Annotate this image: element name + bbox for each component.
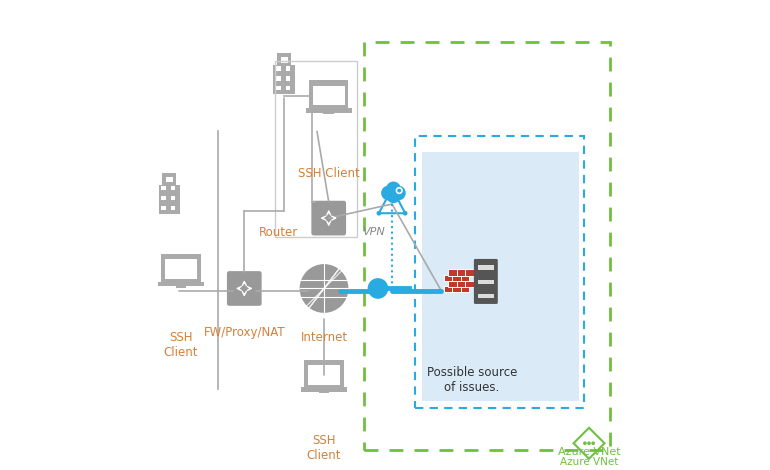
FancyBboxPatch shape	[171, 196, 176, 200]
FancyBboxPatch shape	[158, 282, 204, 286]
Text: Possible source
of issues.: Possible source of issues.	[427, 366, 517, 394]
FancyBboxPatch shape	[444, 275, 453, 281]
FancyBboxPatch shape	[176, 285, 186, 288]
FancyBboxPatch shape	[422, 152, 579, 401]
FancyBboxPatch shape	[477, 266, 494, 270]
FancyBboxPatch shape	[465, 281, 474, 287]
FancyBboxPatch shape	[286, 86, 290, 90]
Text: SSH Client: SSH Client	[298, 166, 360, 180]
FancyBboxPatch shape	[161, 205, 166, 210]
FancyBboxPatch shape	[227, 271, 262, 306]
FancyBboxPatch shape	[457, 281, 466, 287]
FancyBboxPatch shape	[161, 196, 166, 200]
FancyBboxPatch shape	[273, 65, 295, 94]
FancyBboxPatch shape	[311, 201, 346, 235]
Circle shape	[397, 188, 401, 193]
FancyBboxPatch shape	[452, 275, 461, 281]
FancyBboxPatch shape	[477, 294, 494, 298]
Text: SSH
Client: SSH Client	[164, 331, 198, 359]
FancyBboxPatch shape	[323, 112, 334, 114]
FancyBboxPatch shape	[162, 172, 176, 185]
FancyBboxPatch shape	[161, 186, 166, 190]
FancyBboxPatch shape	[460, 275, 470, 281]
Text: VPN: VPN	[362, 227, 385, 237]
FancyBboxPatch shape	[171, 186, 176, 190]
FancyBboxPatch shape	[162, 254, 200, 282]
Circle shape	[588, 441, 591, 445]
FancyBboxPatch shape	[448, 269, 457, 276]
FancyBboxPatch shape	[159, 185, 180, 213]
Circle shape	[300, 264, 348, 313]
FancyBboxPatch shape	[286, 76, 290, 81]
Circle shape	[367, 278, 388, 299]
FancyBboxPatch shape	[319, 391, 330, 393]
Circle shape	[386, 181, 401, 196]
FancyBboxPatch shape	[286, 66, 290, 71]
Text: Router: Router	[259, 226, 298, 239]
FancyBboxPatch shape	[308, 365, 340, 384]
FancyBboxPatch shape	[460, 286, 470, 292]
Text: Azure VNet: Azure VNet	[557, 447, 621, 457]
FancyBboxPatch shape	[313, 86, 345, 105]
Circle shape	[396, 187, 403, 194]
Circle shape	[377, 211, 381, 216]
FancyBboxPatch shape	[309, 80, 348, 109]
Circle shape	[391, 186, 406, 200]
Text: SSH
Client: SSH Client	[306, 434, 341, 462]
FancyBboxPatch shape	[477, 280, 494, 284]
FancyBboxPatch shape	[465, 269, 474, 276]
FancyBboxPatch shape	[304, 360, 343, 388]
Text: Azure VNet: Azure VNet	[560, 457, 618, 467]
Circle shape	[403, 211, 407, 216]
Circle shape	[583, 441, 587, 445]
FancyBboxPatch shape	[165, 259, 197, 279]
Circle shape	[387, 189, 400, 203]
FancyBboxPatch shape	[280, 57, 288, 63]
Circle shape	[381, 186, 396, 200]
FancyBboxPatch shape	[452, 286, 461, 292]
FancyBboxPatch shape	[306, 108, 352, 113]
Circle shape	[591, 441, 595, 445]
FancyBboxPatch shape	[444, 286, 453, 292]
FancyBboxPatch shape	[457, 269, 466, 276]
Text: Internet: Internet	[300, 331, 347, 344]
FancyBboxPatch shape	[276, 86, 280, 90]
FancyBboxPatch shape	[166, 177, 172, 182]
FancyBboxPatch shape	[301, 387, 347, 392]
FancyBboxPatch shape	[276, 76, 280, 81]
Text: FW/Proxy/NAT: FW/Proxy/NAT	[203, 326, 285, 339]
FancyBboxPatch shape	[474, 259, 498, 304]
FancyBboxPatch shape	[171, 205, 176, 210]
Circle shape	[390, 186, 394, 191]
FancyBboxPatch shape	[277, 53, 291, 65]
FancyBboxPatch shape	[448, 281, 457, 287]
FancyBboxPatch shape	[276, 66, 280, 71]
